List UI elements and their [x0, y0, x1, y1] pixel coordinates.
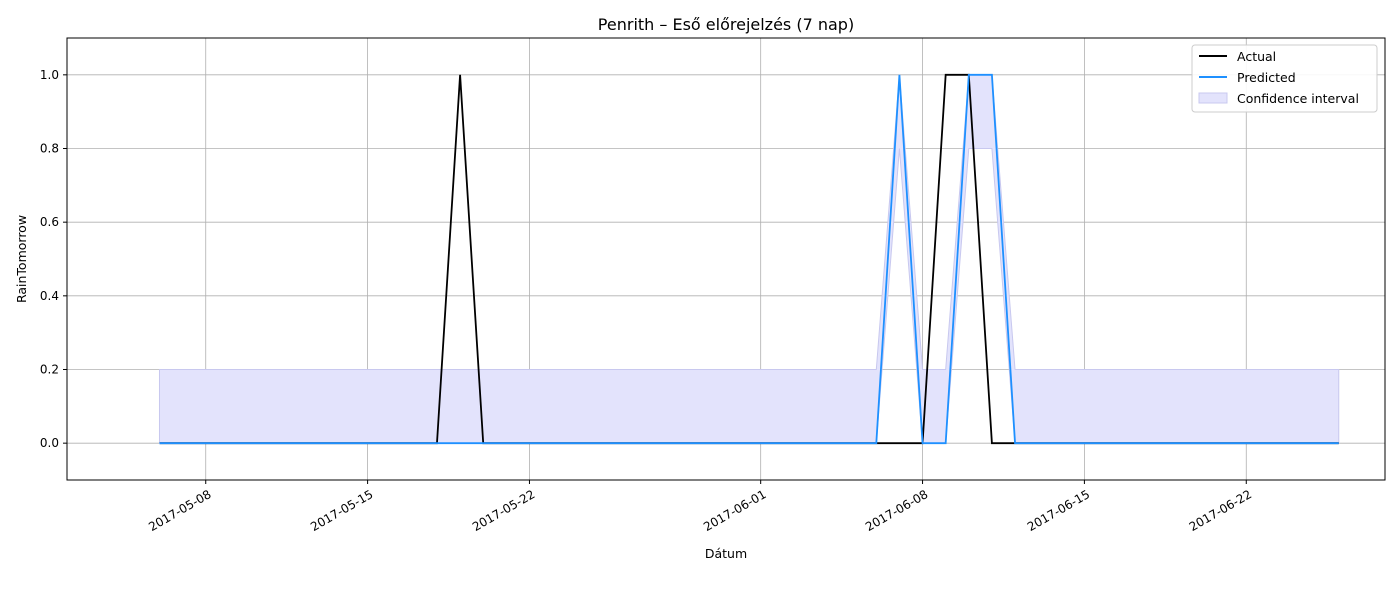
predicted-series-line	[159, 73, 1339, 445]
x-axis-label: Dátum	[705, 546, 747, 561]
y-tick-label: 0.2	[40, 363, 59, 377]
y-tick-label: 1.0	[40, 68, 59, 82]
legend-band-label: Confidence interval	[1237, 91, 1359, 106]
y-tick-label: 0.4	[40, 289, 59, 303]
y-tick-label: 0.0	[40, 436, 59, 450]
legend-box	[1191, 44, 1378, 113]
chart-title: Penrith – Eső előrejelzés (7 nap)	[598, 15, 854, 34]
y-tick-label: 0.8	[40, 142, 59, 156]
legend-predicted-label: Predicted	[1237, 70, 1296, 85]
y-tick-label: 0.6	[40, 215, 59, 229]
legend: Actual Predicted Confidence interval	[1191, 44, 1378, 113]
y-axis-label: RainTomorrow	[14, 215, 29, 303]
legend-band-swatch	[1198, 92, 1228, 104]
plot-frame	[66, 37, 1386, 481]
series-layer	[159, 73, 1339, 445]
legend-actual-label: Actual	[1237, 49, 1276, 64]
